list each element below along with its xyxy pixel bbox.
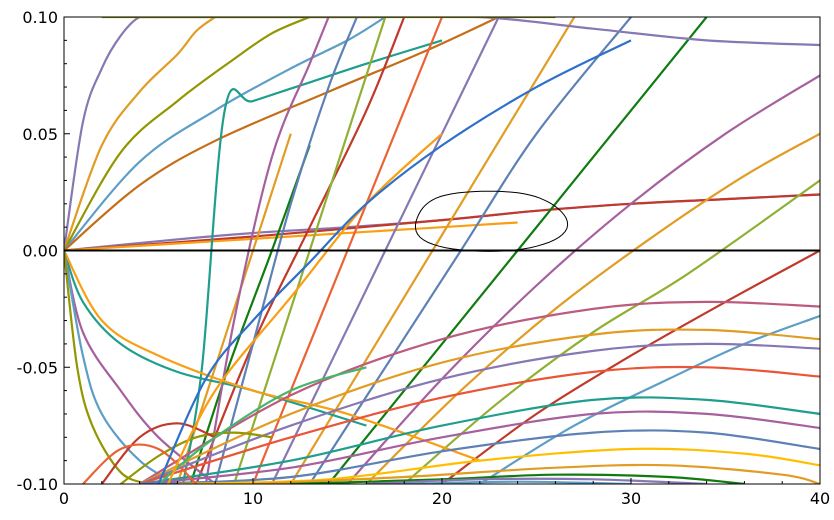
series-line-26 [139,17,820,47]
series-line-39 [139,429,820,484]
series-line-32 [64,250,150,484]
x-tick-label: 20 [432,489,452,508]
series-line-25 [479,314,820,484]
series-line-31 [64,250,178,484]
series-line-36 [139,365,820,484]
y-tick-label: -0.10 [17,475,58,494]
series-line-29 [64,249,481,462]
series-line-12 [195,17,406,484]
series-line-24 [441,249,820,484]
series-line-2 [64,17,216,251]
series-line-49 [166,132,443,484]
x-tick-label: 40 [810,489,830,508]
series-line-41 [252,463,820,484]
series-line-48 [157,366,367,484]
y-tick-label: 0.10 [22,8,58,27]
x-axis: 0 10 20 30 40 [59,478,830,508]
annotation-ellipse [415,190,569,252]
series-line-38 [139,410,820,484]
series-line-21 [346,74,820,484]
series-line-8 [64,221,518,252]
series-line-33 [139,300,820,484]
series-line-1 [64,17,159,251]
series-line-22 [365,132,820,484]
y-tick-label: 0.00 [22,242,58,261]
series-line-23 [403,179,820,484]
x-tick-label: 0 [59,489,69,508]
series-line-45 [120,431,273,484]
series-line-9 [176,133,292,484]
series-line-5 [64,17,500,252]
series-line-13 [204,17,330,484]
series-line-30 [64,250,216,484]
series-line-37 [139,396,820,484]
series-line-10 [182,39,443,484]
y-tick-label: 0.05 [22,125,58,144]
curves-layer [64,17,820,484]
series-line-50 [157,39,632,484]
series-line-42 [290,473,745,484]
series-line-46 [100,422,216,484]
x-tick-label: 30 [621,489,641,508]
y-axis: -0.10 -0.05 0.00 0.05 0.10 [17,8,70,494]
series-line-43 [366,477,707,484]
series-line-4 [64,17,386,252]
series-line-3 [64,17,311,252]
series-line-28 [64,250,367,427]
series-line-34 [139,328,820,484]
x-tick-label: 10 [243,489,263,508]
series-line-7 [64,193,820,252]
series-line-14 [214,17,358,484]
y-tick-label: -0.05 [17,358,58,377]
